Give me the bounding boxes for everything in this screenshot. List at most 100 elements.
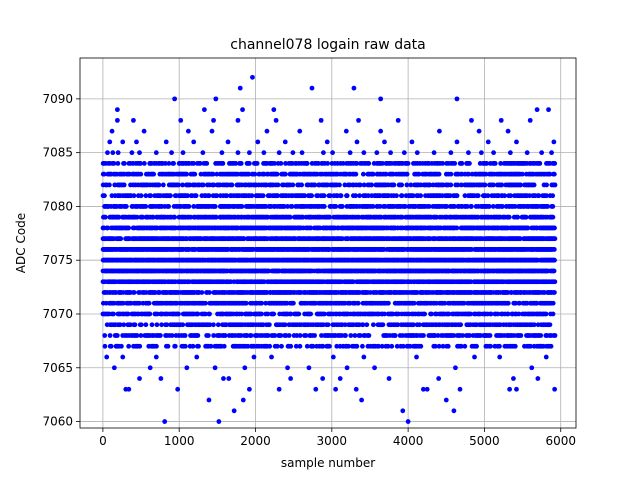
data-point (146, 300, 152, 306)
data-point (550, 214, 556, 220)
data-point (342, 322, 348, 328)
data-point (272, 333, 278, 338)
data-point (451, 333, 457, 338)
data-point (325, 322, 331, 328)
data-point (551, 268, 557, 274)
data-point (458, 322, 464, 328)
grid (80, 58, 576, 428)
data-point (120, 300, 126, 306)
data-point (117, 322, 123, 328)
data-point (121, 322, 127, 328)
data-point (422, 311, 428, 317)
data-point (366, 333, 372, 338)
data-point (154, 322, 160, 328)
data-point (114, 333, 120, 338)
data-point (543, 311, 549, 317)
data-point (319, 333, 324, 338)
data-point (134, 333, 140, 338)
data-point (506, 214, 512, 220)
data-point (291, 300, 296, 306)
data-point (477, 333, 483, 338)
data-point (429, 311, 434, 317)
data-point (418, 193, 424, 199)
data-point (551, 247, 557, 252)
data-point (212, 204, 218, 209)
data-point (370, 322, 376, 328)
data-point (123, 204, 129, 209)
data-points (100, 74, 558, 424)
data-point (338, 193, 344, 199)
data-point (355, 300, 361, 306)
data-point (131, 193, 137, 199)
data-point (107, 333, 113, 338)
data-point (265, 333, 271, 338)
data-point (505, 300, 511, 306)
data-point (442, 300, 448, 306)
data-point (286, 333, 292, 338)
data-point (211, 333, 217, 338)
data-point (180, 322, 186, 328)
data-point (203, 300, 208, 306)
data-point (339, 204, 345, 209)
data-point (102, 193, 107, 199)
data-point (550, 311, 556, 317)
data-point (259, 300, 265, 306)
data-point (131, 290, 137, 295)
data-point (166, 204, 172, 209)
data-point (467, 333, 472, 338)
data-point (260, 322, 266, 328)
data-point (143, 322, 149, 328)
data-point (118, 236, 124, 242)
data-point (421, 333, 426, 338)
data-point (172, 214, 178, 220)
data-point (259, 311, 264, 317)
data-point (248, 333, 254, 338)
data-point (344, 193, 350, 199)
data-point (321, 204, 327, 209)
data-point (517, 300, 522, 306)
data-point (523, 214, 529, 220)
data-point (395, 311, 401, 317)
data-point (111, 311, 116, 317)
data-point (249, 193, 255, 199)
data-point (534, 300, 540, 306)
data-point (164, 322, 170, 328)
data-point (222, 333, 228, 338)
data-point (321, 193, 327, 199)
data-point (538, 333, 544, 338)
data-point (518, 333, 524, 338)
data-point (364, 322, 370, 328)
data-point (531, 322, 537, 328)
data-point (303, 333, 309, 338)
chart-title: channel078 logain raw data (230, 37, 425, 53)
data-point (333, 204, 339, 209)
data-point (182, 333, 188, 338)
data-point (137, 300, 142, 306)
data-point (309, 193, 315, 199)
data-point (149, 322, 155, 328)
data-point (454, 225, 460, 231)
data-point (550, 300, 556, 306)
data-point (143, 204, 149, 209)
data-point (215, 322, 221, 328)
data-point (487, 333, 493, 338)
data-point (417, 322, 422, 328)
data-point (128, 322, 133, 328)
data-point (132, 322, 138, 328)
data-point (169, 333, 175, 338)
data-point (239, 204, 245, 209)
data-point (207, 311, 212, 317)
data-point (265, 311, 271, 317)
data-point (382, 311, 387, 317)
data-point (297, 333, 303, 338)
data-point (266, 322, 272, 328)
data-point (186, 204, 192, 209)
data-point (278, 333, 284, 338)
data-point (380, 322, 386, 328)
data-point (516, 311, 522, 317)
data-point (460, 333, 465, 338)
data-point (260, 193, 266, 199)
data-point (395, 322, 401, 328)
data-point (238, 333, 244, 338)
data-point (322, 311, 327, 317)
